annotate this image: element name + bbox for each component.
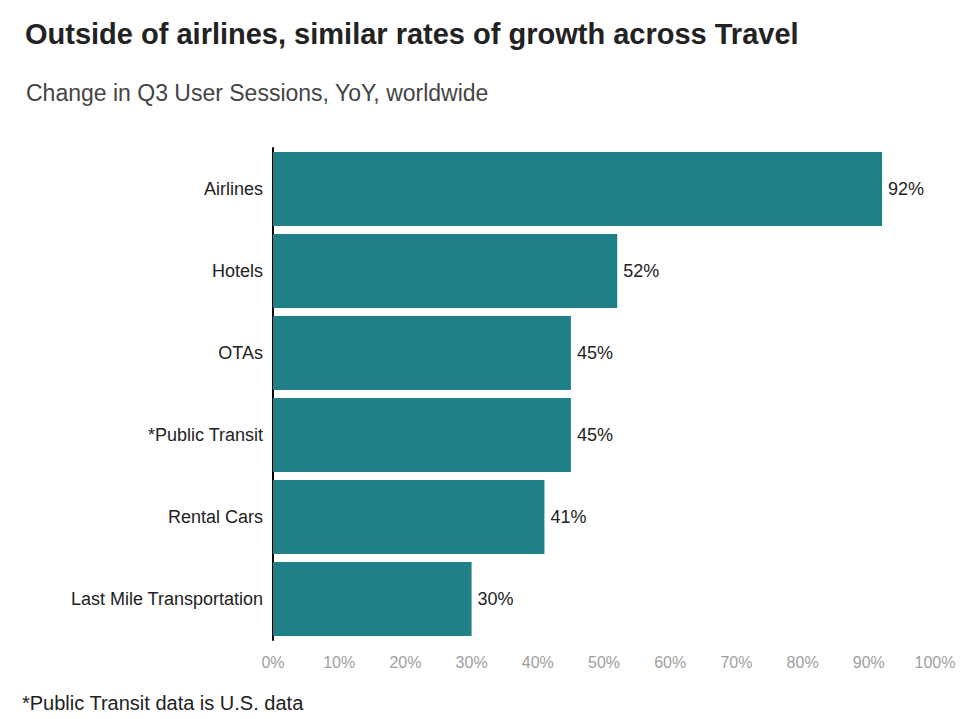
svg-text:80%: 80% [787,654,819,671]
svg-text:92%: 92% [888,179,924,199]
svg-text:50%: 50% [588,654,620,671]
svg-text:30%: 30% [456,654,488,671]
svg-text:Hotels: Hotels [212,261,263,281]
svg-text:Last Mile Transportation: Last Mile Transportation [71,589,263,609]
svg-text:70%: 70% [720,654,752,671]
svg-text:Change in Q3 User Sessions, Yo: Change in Q3 User Sessions, YoY, worldwi… [26,80,488,106]
svg-text:Rental Cars: Rental Cars [168,507,263,527]
svg-text:60%: 60% [654,654,686,671]
svg-text:52%: 52% [623,261,659,281]
svg-text:41%: 41% [550,507,586,527]
svg-text:100%: 100% [915,654,956,671]
svg-text:Airlines: Airlines [204,179,263,199]
svg-text:40%: 40% [522,654,554,671]
svg-text:10%: 10% [323,654,355,671]
svg-text:45%: 45% [577,425,613,445]
svg-text:45%: 45% [577,343,613,363]
svg-text:90%: 90% [853,654,885,671]
svg-text:OTAs: OTAs [218,343,263,363]
svg-text:20%: 20% [389,654,421,671]
svg-text:0%: 0% [261,654,284,671]
svg-text:Outside of airlines, similar r: Outside of airlines, similar rates of gr… [25,18,799,50]
svg-text:*Public Transit data is U.S. d: *Public Transit data is U.S. data [22,692,304,714]
svg-text:*Public Transit: *Public Transit [148,425,263,445]
svg-text:30%: 30% [478,589,514,609]
